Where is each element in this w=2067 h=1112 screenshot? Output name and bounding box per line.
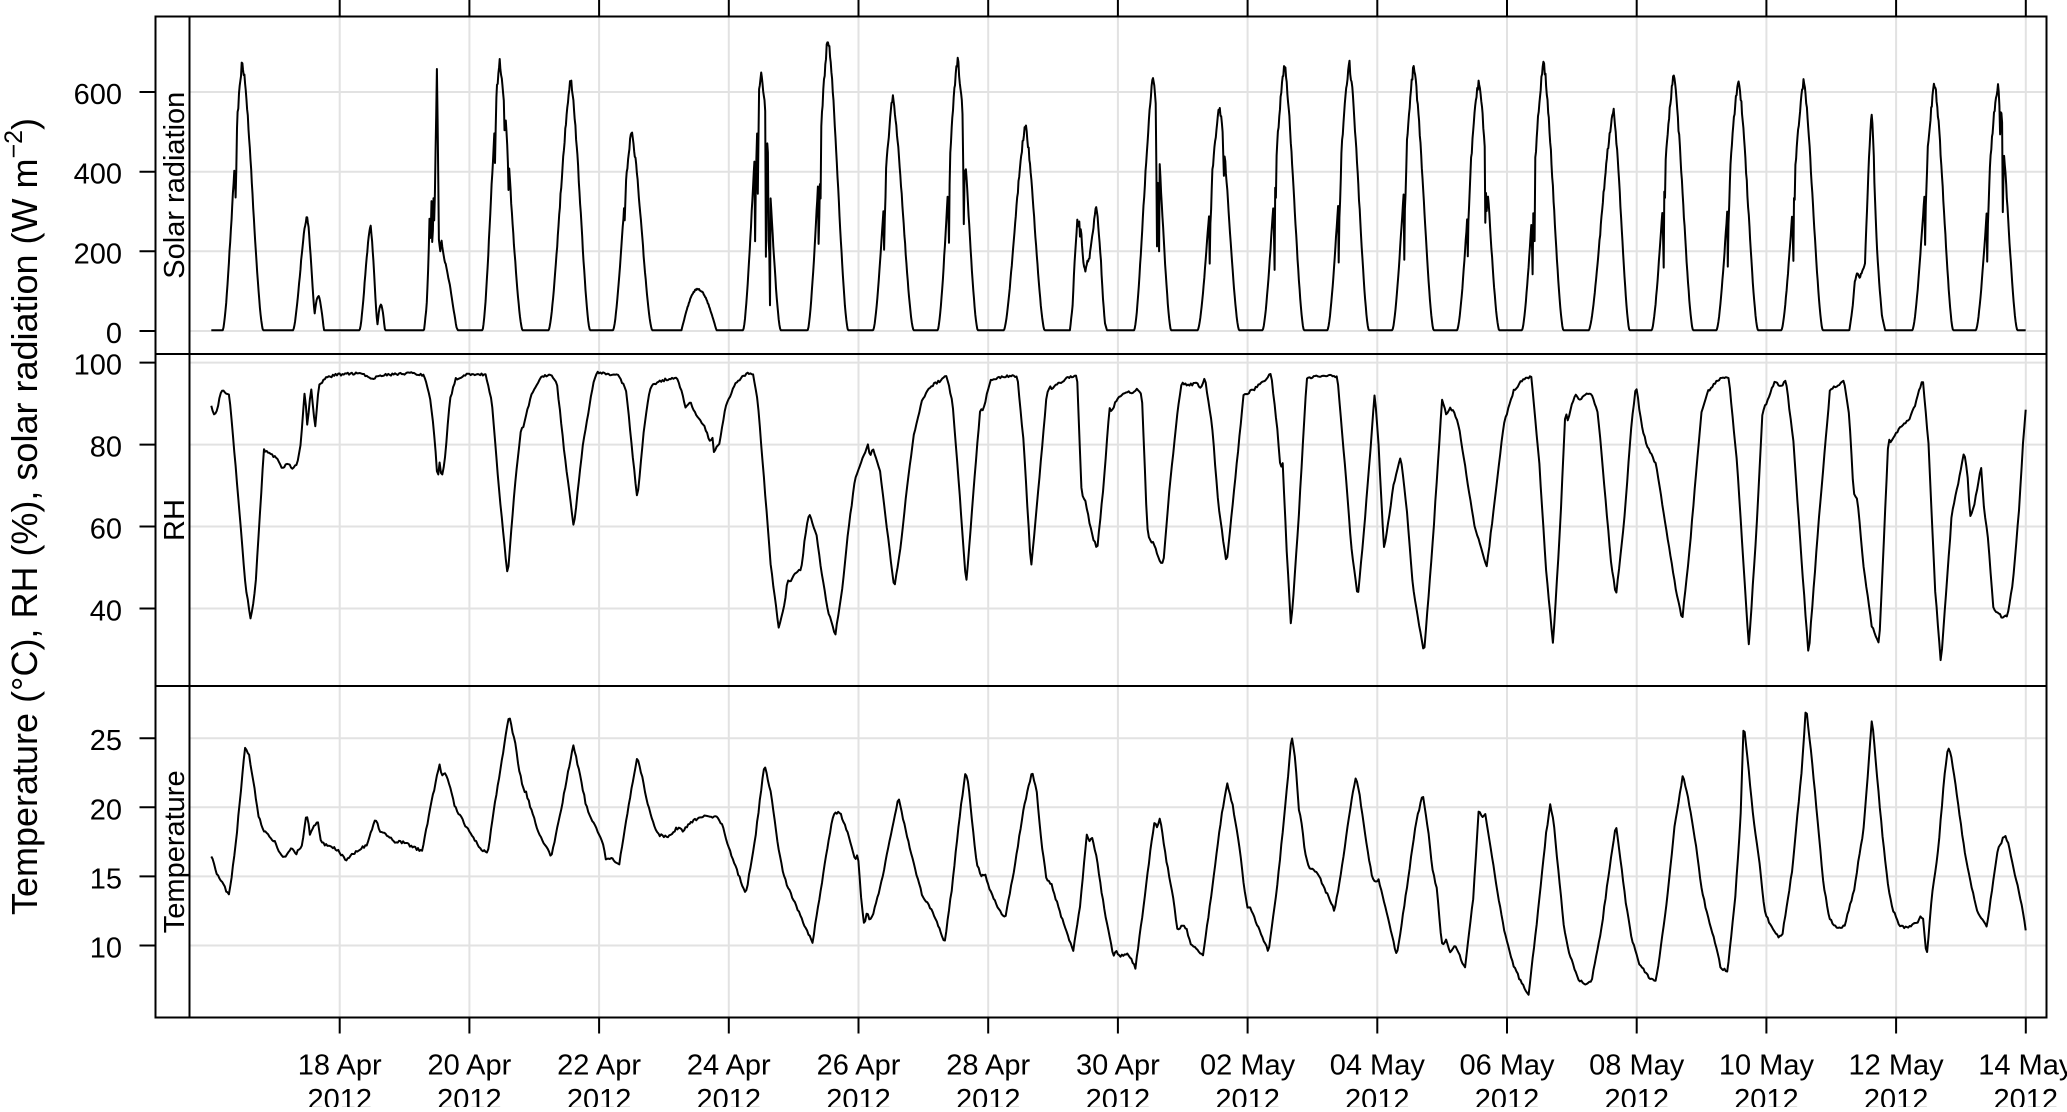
- svg-text:22 Apr: 22 Apr: [557, 1050, 641, 1082]
- svg-text:200: 200: [74, 238, 122, 270]
- svg-text:20: 20: [90, 794, 122, 826]
- svg-text:40: 40: [90, 596, 122, 628]
- svg-text:2012: 2012: [1994, 1084, 2059, 1107]
- svg-text:2012: 2012: [437, 1084, 502, 1107]
- svg-text:2012: 2012: [1345, 1084, 1410, 1107]
- svg-text:2012: 2012: [307, 1084, 372, 1107]
- svg-text:14 May: 14 May: [1978, 1050, 2067, 1082]
- svg-text:80: 80: [90, 432, 122, 464]
- svg-text:26 Apr: 26 Apr: [817, 1050, 901, 1082]
- svg-text:2012: 2012: [567, 1084, 632, 1107]
- svg-text:08 May: 08 May: [1589, 1050, 1685, 1082]
- svg-text:0: 0: [106, 318, 122, 350]
- svg-text:Temperature: Temperature: [159, 770, 191, 933]
- svg-text:2012: 2012: [1604, 1084, 1669, 1107]
- svg-text:28 Apr: 28 Apr: [946, 1050, 1030, 1082]
- svg-text:2012: 2012: [697, 1084, 762, 1107]
- svg-text:06 May: 06 May: [1459, 1050, 1555, 1082]
- svg-text:2012: 2012: [1475, 1084, 1540, 1107]
- svg-text:25: 25: [90, 725, 122, 757]
- svg-text:600: 600: [74, 79, 122, 111]
- svg-text:15: 15: [90, 863, 122, 895]
- svg-text:Temperature (°C), RH (%), sola: Temperature (°C), RH (%), solar radiatio…: [0, 118, 45, 915]
- svg-text:2012: 2012: [1864, 1084, 1929, 1107]
- svg-text:Solar radiation: Solar radiation: [159, 92, 191, 279]
- svg-text:10: 10: [90, 933, 122, 965]
- svg-text:2012: 2012: [1734, 1084, 1799, 1107]
- svg-text:RH: RH: [159, 499, 191, 541]
- svg-text:400: 400: [74, 159, 122, 191]
- svg-text:18 Apr: 18 Apr: [298, 1050, 382, 1082]
- svg-text:20 Apr: 20 Apr: [427, 1050, 511, 1082]
- svg-text:60: 60: [90, 514, 122, 546]
- svg-text:100: 100: [74, 350, 122, 382]
- svg-text:2012: 2012: [956, 1084, 1021, 1107]
- svg-text:12 May: 12 May: [1849, 1050, 1945, 1082]
- svg-text:2012: 2012: [1215, 1084, 1280, 1107]
- svg-text:02 May: 02 May: [1200, 1050, 1296, 1082]
- svg-text:2012: 2012: [1086, 1084, 1151, 1107]
- svg-text:24 Apr: 24 Apr: [687, 1050, 771, 1082]
- svg-text:30 Apr: 30 Apr: [1076, 1050, 1160, 1082]
- svg-text:2012: 2012: [826, 1084, 891, 1107]
- svg-text:04 May: 04 May: [1330, 1050, 1426, 1082]
- svg-text:10 May: 10 May: [1719, 1050, 1815, 1082]
